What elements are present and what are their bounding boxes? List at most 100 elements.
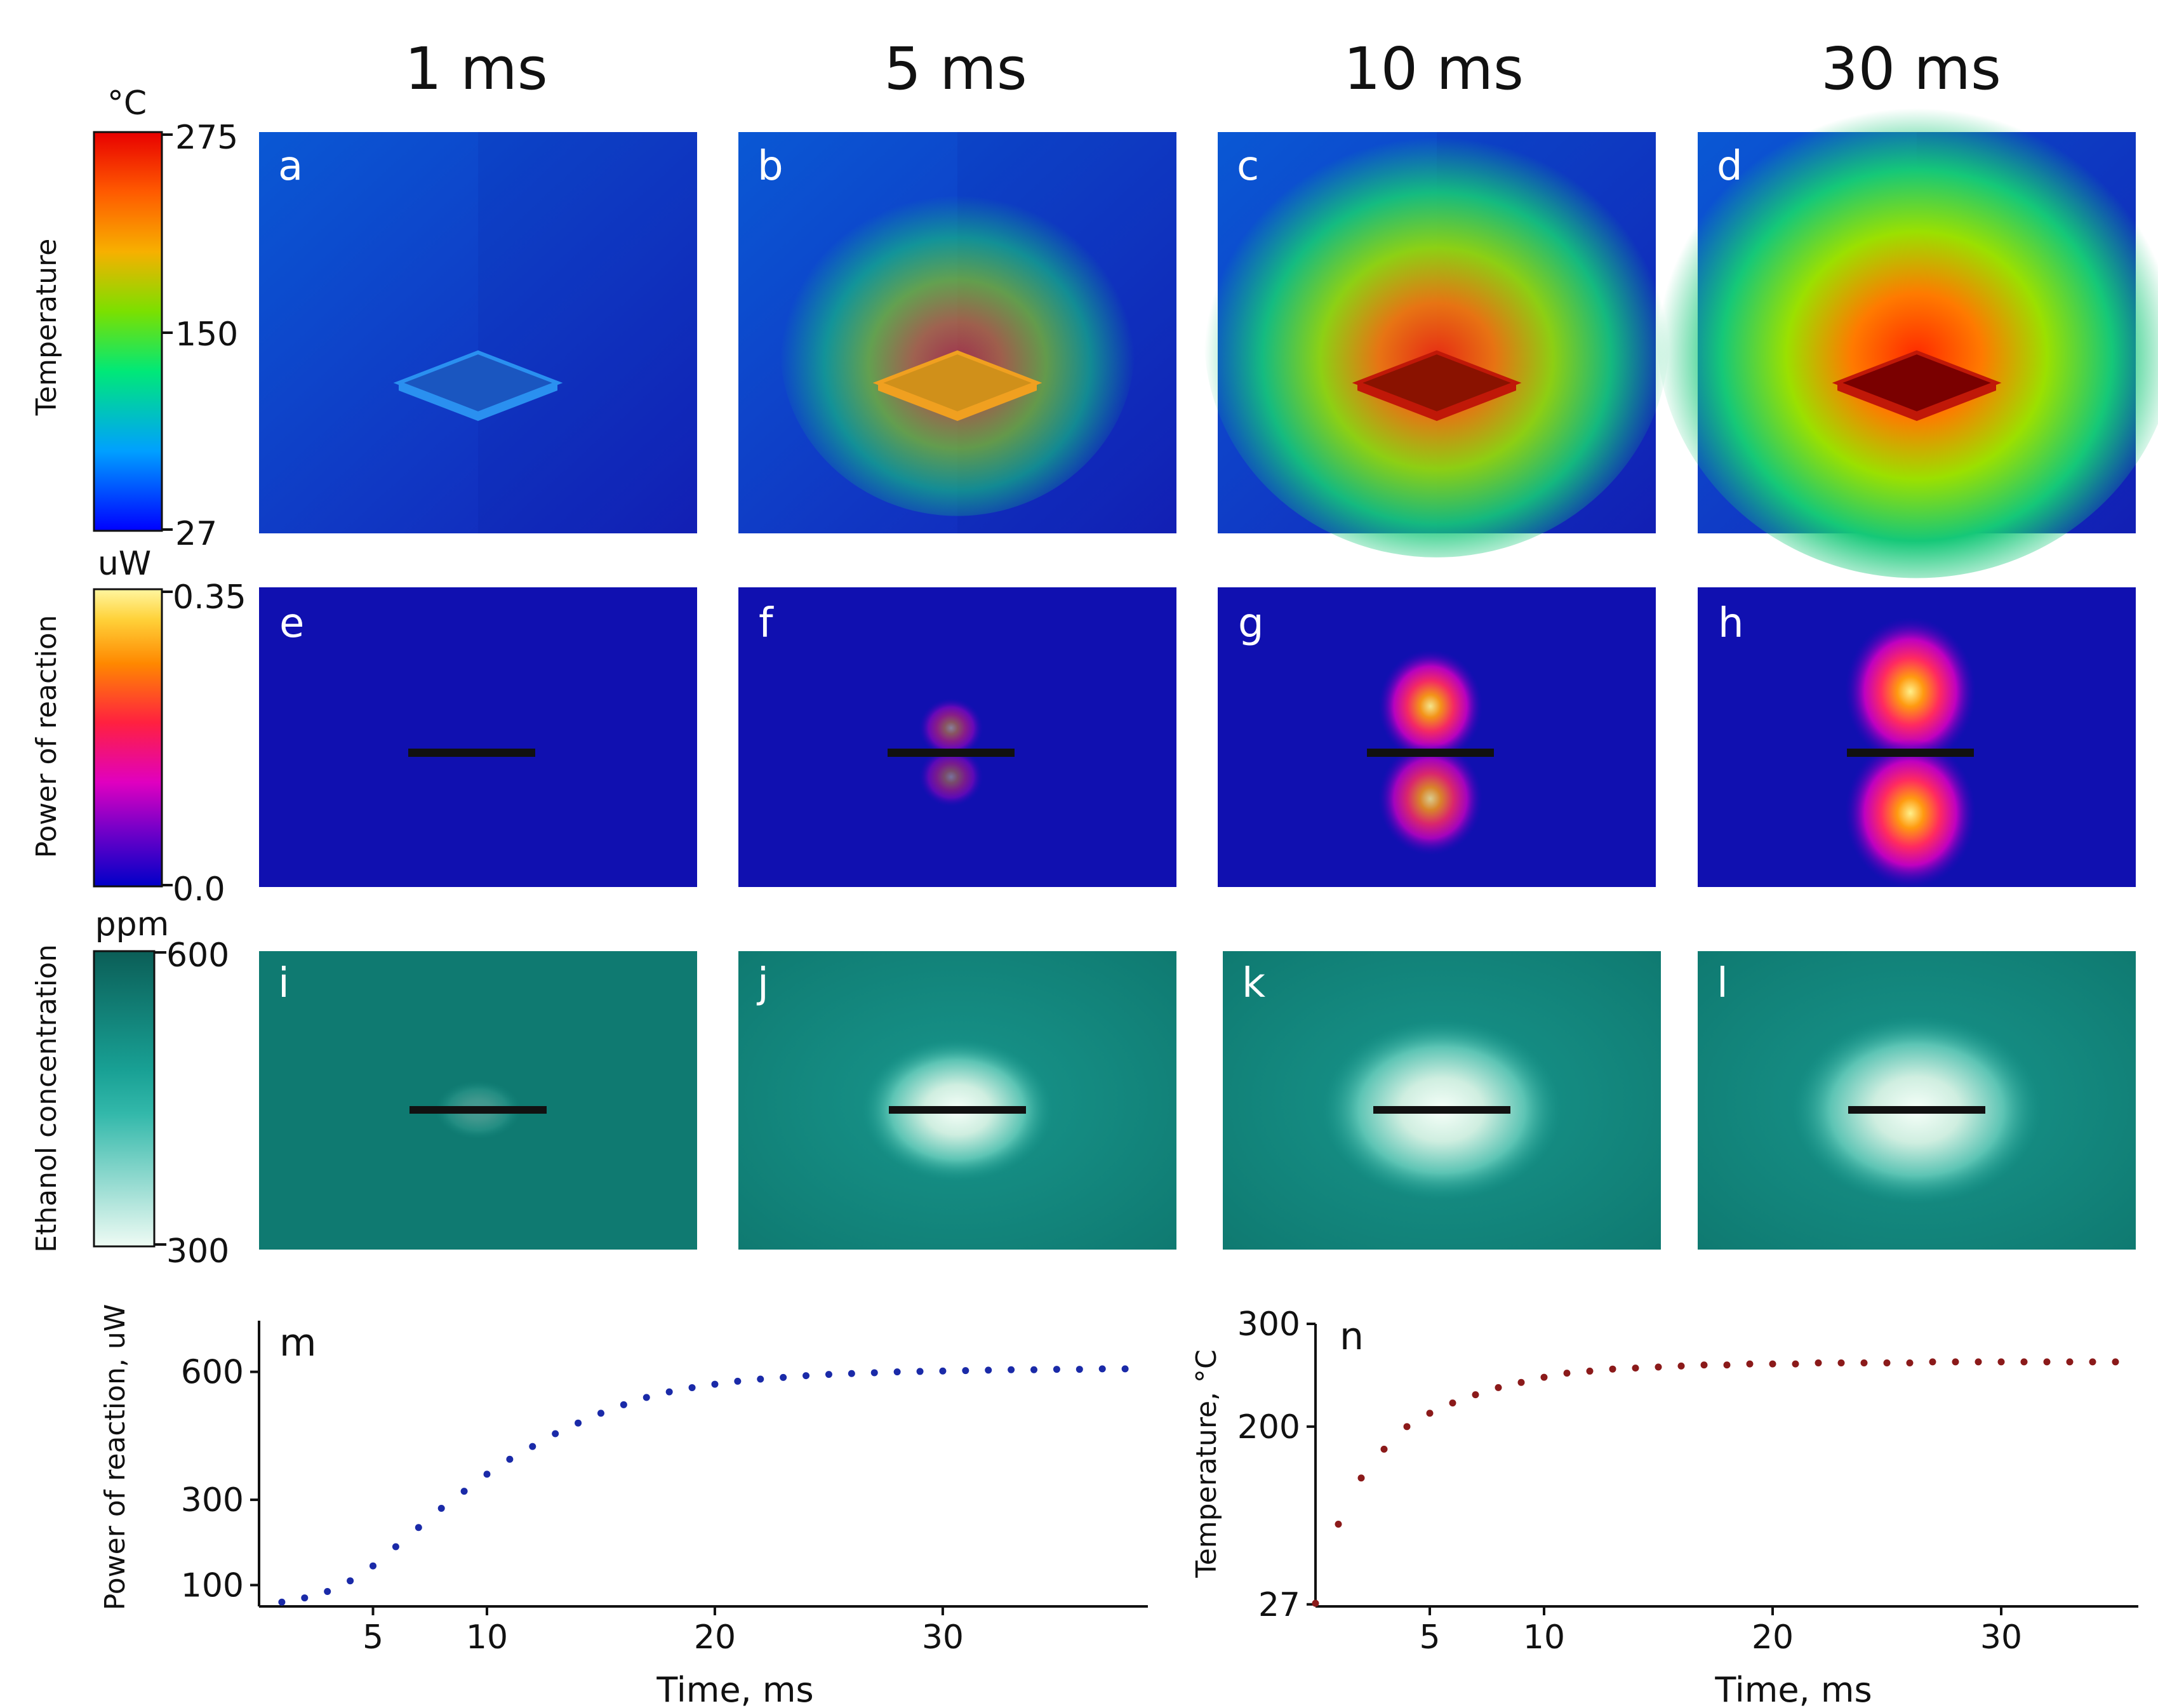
data-point <box>1426 1410 1434 1417</box>
column-headers: 1 ms 5 ms 10 ms 30 ms <box>404 35 2001 103</box>
data-point <box>460 1488 468 1495</box>
data-point <box>1906 1359 1914 1366</box>
data-point <box>985 1366 992 1374</box>
data-point <box>506 1455 514 1463</box>
data-point <box>1837 1359 1845 1366</box>
data-point <box>688 1384 696 1391</box>
data-point <box>1883 1359 1891 1366</box>
data-point <box>1700 1361 1708 1369</box>
reaction-hotspot-bottom <box>1845 738 1976 888</box>
panel-letter: a <box>278 143 303 190</box>
panel-letter: f <box>759 600 774 647</box>
sensor-line <box>408 749 535 757</box>
sensor-plate-edge <box>1837 383 1996 421</box>
data-point <box>1975 1358 1982 1366</box>
x-tick-label: 5 <box>1419 1618 1440 1657</box>
data-point <box>552 1430 559 1438</box>
data-point <box>1997 1358 2005 1366</box>
data-point <box>1792 1360 1799 1368</box>
data-point <box>757 1375 764 1383</box>
row-label: Temperature <box>30 239 63 417</box>
data-point <box>665 1388 673 1396</box>
data-point <box>1929 1358 1936 1366</box>
power-row: Power of reaction uW 0.35 0.0 e f g h <box>30 545 2136 909</box>
temperature-row: Temperature °C 275 150 27 a b c d <box>30 83 2158 578</box>
power-panel-f: f <box>738 587 1176 887</box>
data-point <box>939 1367 947 1375</box>
data-point <box>2020 1358 2028 1366</box>
data-point <box>1815 1359 1822 1366</box>
ethanol-panel-i: i <box>259 951 697 1250</box>
data-point <box>962 1367 969 1375</box>
data-point <box>825 1371 832 1378</box>
heat-field <box>1656 83 2158 578</box>
data-point <box>1952 1358 1959 1366</box>
temperature-panel-b: b <box>738 132 1176 533</box>
data-point <box>1076 1366 1083 1373</box>
sensor-line <box>1847 749 1974 757</box>
data-point <box>1723 1361 1731 1369</box>
panel-letter: b <box>757 143 783 190</box>
x-tick-label: 20 <box>694 1618 736 1657</box>
data-point <box>916 1368 924 1375</box>
data-point <box>1632 1364 1639 1372</box>
temperature-panel-d: d <box>1656 83 2158 578</box>
chart-panel-letter: m <box>279 1321 316 1365</box>
data-point <box>597 1410 604 1417</box>
data-point <box>848 1370 855 1377</box>
heat-field <box>1204 115 1670 557</box>
data-point <box>643 1394 650 1401</box>
reaction-hotspot-bottom <box>919 747 983 807</box>
data-point <box>369 1562 376 1570</box>
data-point <box>803 1372 810 1380</box>
chart-panel-letter: n <box>1340 1314 1364 1359</box>
reaction-hotspot-top <box>1845 617 1976 766</box>
column-header: 1 ms <box>404 35 547 103</box>
data-point <box>1517 1378 1525 1386</box>
sensor-line <box>889 1106 1026 1114</box>
chart-n-ylabel: Temperature, °C <box>1190 1349 1223 1578</box>
power-panel-e: e <box>259 587 697 887</box>
panel-letter: c <box>1237 143 1259 190</box>
data-point <box>392 1543 399 1551</box>
data-point <box>1746 1360 1754 1368</box>
y-tick-label: 300 <box>181 1481 244 1519</box>
data-point <box>893 1368 901 1376</box>
data-point <box>1472 1391 1479 1399</box>
colorbar-unit: °C <box>107 84 147 123</box>
data-point <box>1121 1365 1129 1373</box>
row-label: Power of reaction <box>30 615 63 858</box>
data-point <box>1449 1399 1456 1407</box>
x-tick-label: 10 <box>1523 1618 1565 1657</box>
x-tick-label: 5 <box>363 1618 383 1657</box>
data-point <box>1380 1445 1388 1453</box>
panel-letter: g <box>1238 600 1264 647</box>
colorbar-tick: 27 <box>175 515 217 553</box>
data-point <box>2066 1358 2074 1366</box>
data-point <box>1098 1365 1106 1373</box>
data-point <box>2043 1358 2051 1366</box>
y-tick-label: 100 <box>181 1566 244 1605</box>
chart-m-ylabel: Power of reaction, uW <box>99 1304 131 1610</box>
y-tick-label: 200 <box>1237 1408 1300 1446</box>
column-header: 5 ms <box>884 35 1027 103</box>
data-point <box>2112 1358 2119 1366</box>
panel-letter: e <box>279 600 304 647</box>
sensor-plate-edge <box>399 383 557 421</box>
chart-m-xlabel: Time, ms <box>656 1670 813 1708</box>
data-point <box>1030 1366 1038 1373</box>
sensor-line <box>1848 1106 1985 1114</box>
sensor-line <box>1373 1106 1510 1114</box>
chart-n-xlabel: Time, ms <box>1714 1670 1872 1708</box>
data-point <box>1609 1365 1616 1373</box>
panel-letter: j <box>756 960 769 1007</box>
power-panel-h: h <box>1698 587 2136 888</box>
reaction-hotspot-top <box>1378 650 1482 763</box>
chart-m: m Power of reaction, uW Time, ms 5 10 20 30… <box>99 1304 1148 1708</box>
row-label: Ethanol concentration <box>30 944 63 1253</box>
sensor-line <box>410 1106 547 1114</box>
colorbar-unit: ppm <box>95 905 170 944</box>
temperature-panel-c: c <box>1204 115 1670 557</box>
data-point <box>1357 1474 1365 1482</box>
sensor-line <box>888 749 1015 757</box>
